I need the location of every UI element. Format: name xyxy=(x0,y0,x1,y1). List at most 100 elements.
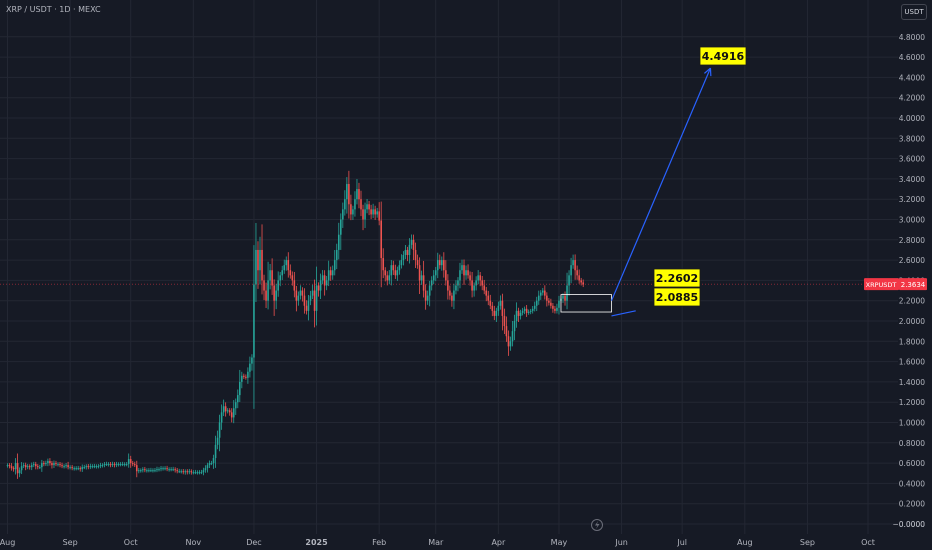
candle-body xyxy=(271,270,273,286)
candle-body xyxy=(20,466,23,471)
candle-body xyxy=(493,310,496,316)
candle-body xyxy=(319,280,322,291)
x-tick-label: Feb xyxy=(372,538,386,547)
candle-body xyxy=(542,290,544,293)
y-tick-label: 3.8000 xyxy=(899,134,925,143)
candle-body xyxy=(368,204,370,210)
price-label: 2.0885 xyxy=(656,291,698,304)
candle-body xyxy=(366,204,368,210)
candle-body xyxy=(61,465,63,467)
candle-body xyxy=(554,308,556,311)
candle-body xyxy=(451,295,453,301)
y-tick-label: 4.2000 xyxy=(899,94,925,103)
candle-body xyxy=(408,244,411,256)
price-label: 4.4916 xyxy=(702,50,745,63)
candle-body xyxy=(6,465,9,467)
candle-body xyxy=(469,275,471,281)
candle-body xyxy=(16,463,19,474)
candle-body xyxy=(459,270,461,281)
candle-body xyxy=(107,464,110,466)
candle-body xyxy=(509,341,512,347)
candle-body xyxy=(483,285,486,291)
candle-body xyxy=(135,465,138,472)
candle-body xyxy=(152,470,154,472)
candle-body xyxy=(178,471,180,473)
candle-body xyxy=(93,466,96,468)
candle-body xyxy=(220,412,223,423)
candle-body xyxy=(525,308,528,313)
candle-body xyxy=(243,375,245,377)
candle-body xyxy=(32,464,35,466)
candle-body xyxy=(390,265,393,276)
candle-body xyxy=(75,468,77,470)
candle-body xyxy=(556,307,558,311)
candle-body xyxy=(190,471,193,473)
connector-line xyxy=(611,310,636,317)
symbol-tag-box xyxy=(864,278,899,291)
candle-body xyxy=(101,465,104,467)
candle-body xyxy=(295,290,298,301)
candle-body xyxy=(325,280,328,286)
candle-body xyxy=(131,463,134,465)
candle-body xyxy=(445,270,447,281)
symbol-tag-label: XRPUSDT xyxy=(866,281,897,289)
candle-body xyxy=(204,468,207,471)
candle-body xyxy=(416,260,419,266)
candle-body xyxy=(51,463,53,466)
candle-body xyxy=(346,183,348,200)
candle-body xyxy=(370,209,372,215)
candle-body xyxy=(230,412,233,418)
candle-body xyxy=(176,470,178,472)
candle-body xyxy=(465,270,467,276)
candle-body xyxy=(481,280,483,286)
candle-body xyxy=(344,199,346,210)
price-label: 2.2602 xyxy=(656,272,698,285)
y-tick-label: 4.6000 xyxy=(899,53,925,62)
symbol-header: XRP / USDT · 1D · MEXC xyxy=(6,5,101,14)
lightning-icon[interactable] xyxy=(591,519,603,531)
candle-body xyxy=(172,469,174,471)
candle-body xyxy=(87,466,90,468)
candle-body xyxy=(63,466,65,468)
candle-body xyxy=(228,410,231,413)
candle-body xyxy=(188,471,191,473)
candle-body xyxy=(162,468,164,470)
y-tick-label: 2.2000 xyxy=(899,297,925,306)
candle-body xyxy=(372,209,374,215)
candle-body xyxy=(315,285,318,311)
candle-body xyxy=(45,463,47,465)
candle-body xyxy=(196,472,199,474)
candle-body xyxy=(449,290,451,296)
candle-body xyxy=(333,260,336,271)
candle-body xyxy=(198,472,201,474)
candle-body xyxy=(138,470,140,472)
candle-body xyxy=(253,284,255,358)
candle-body xyxy=(47,461,49,464)
candle-body xyxy=(342,209,344,220)
candle-body xyxy=(39,467,41,469)
candle-body xyxy=(291,275,294,281)
y-tick-label: 2.0000 xyxy=(899,317,925,326)
candle-body xyxy=(529,310,532,312)
candle-body xyxy=(168,469,170,471)
candle-body xyxy=(236,395,239,403)
y-tick-label: 0.2000 xyxy=(899,500,925,509)
candle-body xyxy=(208,463,211,466)
x-tick-label: Nov xyxy=(186,538,202,547)
candle-body xyxy=(259,249,261,271)
candle-body xyxy=(170,469,172,471)
candle-body xyxy=(287,260,290,271)
candle-body xyxy=(521,310,524,313)
y-tick-label: −0.0000 xyxy=(892,520,925,529)
candle-body xyxy=(194,472,197,474)
candle-body xyxy=(218,422,221,438)
candle-body xyxy=(184,471,187,473)
currency-button[interactable]: USDT xyxy=(901,4,927,20)
candle-body xyxy=(85,466,88,468)
candle-body xyxy=(34,464,37,467)
candle-body xyxy=(37,466,39,468)
candle-body xyxy=(404,249,407,256)
y-tick-label: 2.8000 xyxy=(899,236,925,245)
candle-body xyxy=(386,275,389,281)
